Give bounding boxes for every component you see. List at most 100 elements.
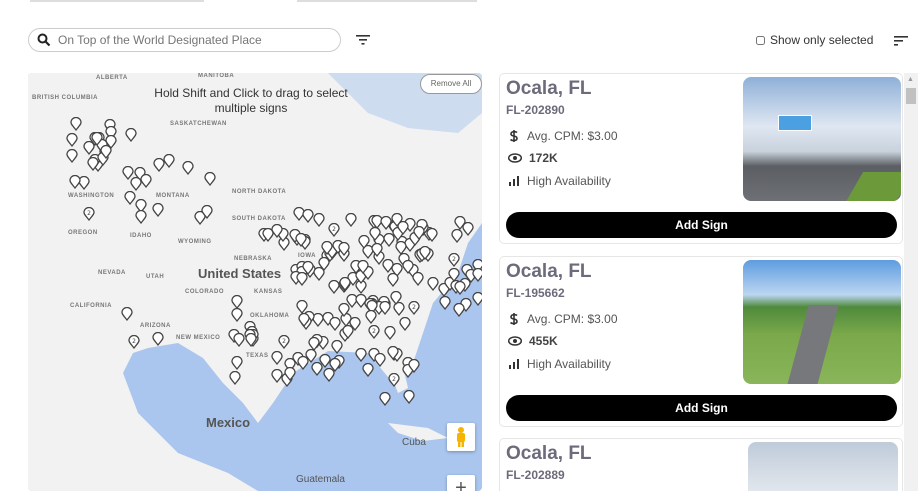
map-marker-icon[interactable] bbox=[337, 242, 350, 257]
map-marker-icon[interactable] bbox=[454, 215, 466, 230]
map-marker-icon[interactable] bbox=[203, 172, 216, 187]
map-marker-icon[interactable] bbox=[305, 349, 317, 364]
map-marker-icon[interactable] bbox=[393, 302, 405, 317]
map-marker-icon[interactable] bbox=[472, 267, 482, 282]
map-cluster-marker-icon[interactable]: 2 bbox=[408, 301, 420, 315]
map-marker-icon[interactable] bbox=[331, 340, 343, 355]
map-marker-icon[interactable] bbox=[135, 198, 147, 213]
show-only-selected[interactable]: Show only selected bbox=[756, 33, 873, 47]
map-cluster-marker-icon[interactable]: 2 bbox=[128, 335, 140, 349]
map-cluster-marker-icon[interactable]: 2 bbox=[83, 207, 95, 221]
map-marker-icon[interactable] bbox=[387, 346, 399, 361]
map-marker-icon[interactable] bbox=[329, 316, 341, 331]
map-marker-icon[interactable] bbox=[345, 213, 357, 228]
map-marker-icon[interactable] bbox=[312, 313, 324, 328]
map-marker-icon[interactable] bbox=[349, 316, 361, 331]
show-only-selected-checkbox[interactable] bbox=[756, 35, 765, 45]
map-marker-icon[interactable] bbox=[135, 210, 147, 225]
map-marker-icon[interactable] bbox=[66, 132, 78, 147]
map-marker-icon[interactable] bbox=[374, 353, 386, 368]
search-bar[interactable] bbox=[28, 28, 341, 52]
map-marker-icon[interactable] bbox=[201, 204, 213, 219]
map-marker-icon[interactable] bbox=[399, 317, 411, 332]
top-tab[interactable] bbox=[30, 0, 204, 2]
search-input[interactable] bbox=[58, 33, 328, 47]
map-marker-icon[interactable] bbox=[298, 312, 310, 327]
map-marker-icon[interactable] bbox=[313, 212, 325, 227]
map-marker-icon[interactable] bbox=[408, 358, 420, 373]
map-marker-icon[interactable] bbox=[231, 307, 243, 322]
map-marker-icon[interactable] bbox=[391, 213, 404, 228]
map-marker-icon[interactable] bbox=[87, 157, 99, 172]
map-marker-icon[interactable] bbox=[153, 158, 165, 173]
map-marker-icon[interactable] bbox=[233, 332, 245, 347]
map-marker-icon[interactable] bbox=[262, 227, 275, 242]
map-marker-icon[interactable] bbox=[229, 371, 241, 386]
map-marker-icon[interactable] bbox=[194, 211, 206, 226]
map-marker-icon[interactable] bbox=[387, 273, 399, 288]
map-marker-icon[interactable] bbox=[438, 296, 451, 311]
map-marker-icon[interactable] bbox=[296, 300, 309, 315]
sign-card[interactable]: Ocala, FL FL-195662 Avg. CPM: $3.00 455K… bbox=[499, 256, 903, 427]
map-marker-icon[interactable] bbox=[230, 294, 243, 309]
map-marker-icon[interactable] bbox=[379, 392, 391, 407]
map-marker-icon[interactable] bbox=[323, 368, 335, 383]
map-marker-icon[interactable] bbox=[426, 228, 438, 243]
map-marker-icon[interactable] bbox=[78, 175, 90, 190]
map-marker-icon[interactable] bbox=[319, 353, 331, 368]
map-marker-icon[interactable] bbox=[125, 128, 137, 143]
map-marker-icon[interactable] bbox=[413, 225, 425, 240]
map-marker-icon[interactable] bbox=[357, 259, 369, 274]
map-marker-icon[interactable] bbox=[328, 279, 340, 294]
list-scrollbar[interactable]: ▲ bbox=[904, 73, 918, 491]
map-marker-icon[interactable] bbox=[451, 229, 463, 244]
map-marker-icon[interactable] bbox=[371, 243, 384, 258]
map-marker-icon[interactable] bbox=[342, 324, 354, 339]
map-marker-icon[interactable] bbox=[295, 232, 307, 247]
map-marker-icon[interactable] bbox=[152, 203, 164, 218]
map-marker-icon[interactable] bbox=[355, 348, 367, 363]
map-marker-icon[interactable] bbox=[302, 209, 314, 224]
map-marker-icon[interactable] bbox=[271, 224, 283, 239]
map-marker-icon[interactable] bbox=[453, 302, 465, 317]
map-marker-icon[interactable] bbox=[151, 331, 164, 346]
street-view-pegman[interactable] bbox=[447, 423, 475, 451]
map-marker-icon[interactable] bbox=[82, 141, 95, 155]
top-tab[interactable] bbox=[297, 0, 477, 2]
map-marker-icon[interactable] bbox=[379, 300, 392, 315]
map-marker-icon[interactable] bbox=[296, 272, 308, 287]
map-marker-icon[interactable] bbox=[129, 176, 142, 191]
map-marker-icon[interactable] bbox=[365, 309, 377, 324]
map-marker-icon[interactable] bbox=[121, 166, 134, 181]
sort-icon[interactable] bbox=[894, 35, 908, 47]
map-marker-icon[interactable] bbox=[390, 290, 402, 305]
map-marker-icon[interactable] bbox=[338, 302, 350, 317]
map-marker-icon[interactable] bbox=[362, 244, 374, 259]
map-marker-icon[interactable] bbox=[182, 160, 194, 175]
add-sign-button[interactable]: Add Sign bbox=[506, 212, 897, 238]
map-marker-icon[interactable] bbox=[472, 291, 482, 306]
map-marker-icon[interactable] bbox=[362, 362, 375, 377]
map-marker-icon[interactable] bbox=[69, 174, 81, 189]
map-marker-icon[interactable] bbox=[140, 174, 153, 189]
map[interactable]: 2 2 2 2 2 2 2 2 BRITISH COLUMBIA ALBERTA MANITO… bbox=[28, 73, 482, 491]
map-marker-icon[interactable] bbox=[395, 240, 407, 255]
map-marker-icon[interactable] bbox=[105, 125, 117, 140]
map-marker-icon[interactable] bbox=[70, 117, 82, 131]
map-marker-icon[interactable] bbox=[403, 390, 415, 405]
sign-photo[interactable] bbox=[748, 442, 898, 491]
add-sign-button[interactable]: Add Sign bbox=[506, 395, 897, 421]
map-marker-icon[interactable] bbox=[402, 260, 415, 275]
map-marker-icon[interactable] bbox=[100, 145, 112, 160]
map-marker-icon[interactable] bbox=[448, 268, 460, 283]
map-marker-icon[interactable] bbox=[297, 356, 309, 371]
sign-photo[interactable] bbox=[743, 77, 901, 201]
map-marker-icon[interactable] bbox=[311, 362, 323, 377]
map-marker-icon[interactable] bbox=[318, 256, 330, 271]
map-marker-icon[interactable] bbox=[66, 148, 79, 163]
map-marker-icon[interactable] bbox=[438, 283, 450, 298]
map-marker-icon[interactable] bbox=[454, 280, 466, 295]
map-cluster-marker-icon[interactable]: 2 bbox=[278, 335, 290, 349]
map-marker-icon[interactable] bbox=[396, 221, 409, 236]
map-marker-icon[interactable] bbox=[427, 276, 439, 291]
